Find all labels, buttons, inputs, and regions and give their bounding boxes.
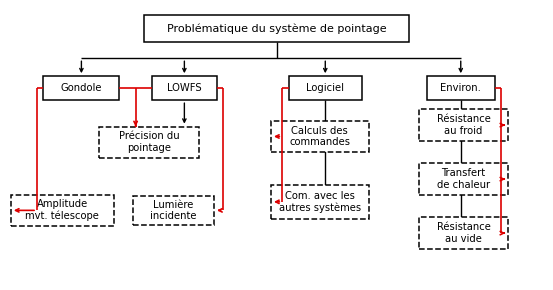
- Text: Transfert
de chaleur: Transfert de chaleur: [437, 168, 490, 190]
- Bar: [289, 76, 362, 100]
- Text: Calculs des
commandes: Calculs des commandes: [289, 126, 351, 147]
- Bar: [419, 164, 508, 195]
- Bar: [144, 15, 409, 42]
- Bar: [11, 195, 114, 226]
- Bar: [152, 76, 217, 100]
- Text: Gondole: Gondole: [61, 83, 102, 93]
- Text: Logiciel: Logiciel: [306, 83, 345, 93]
- Text: LOWFS: LOWFS: [167, 83, 202, 93]
- Text: Problématique du système de pointage: Problématique du système de pointage: [166, 23, 387, 34]
- Text: Résistance
au froid: Résistance au froid: [436, 114, 491, 136]
- Bar: [44, 76, 119, 100]
- Bar: [427, 76, 494, 100]
- Text: Com. avec les
autres systèmes: Com. avec les autres systèmes: [279, 191, 361, 213]
- Text: Amplitude
mvt. télescope: Amplitude mvt. télescope: [25, 199, 100, 222]
- Bar: [271, 121, 369, 152]
- Bar: [99, 126, 199, 158]
- Bar: [419, 109, 508, 141]
- Bar: [133, 196, 214, 224]
- Text: Précision du
pointage: Précision du pointage: [119, 131, 180, 153]
- Bar: [419, 218, 508, 249]
- Bar: [271, 185, 369, 219]
- Text: Lumière
incidente: Lumière incidente: [150, 200, 197, 221]
- Text: Environ.: Environ.: [440, 83, 481, 93]
- Text: Résistance
au vide: Résistance au vide: [436, 222, 491, 244]
